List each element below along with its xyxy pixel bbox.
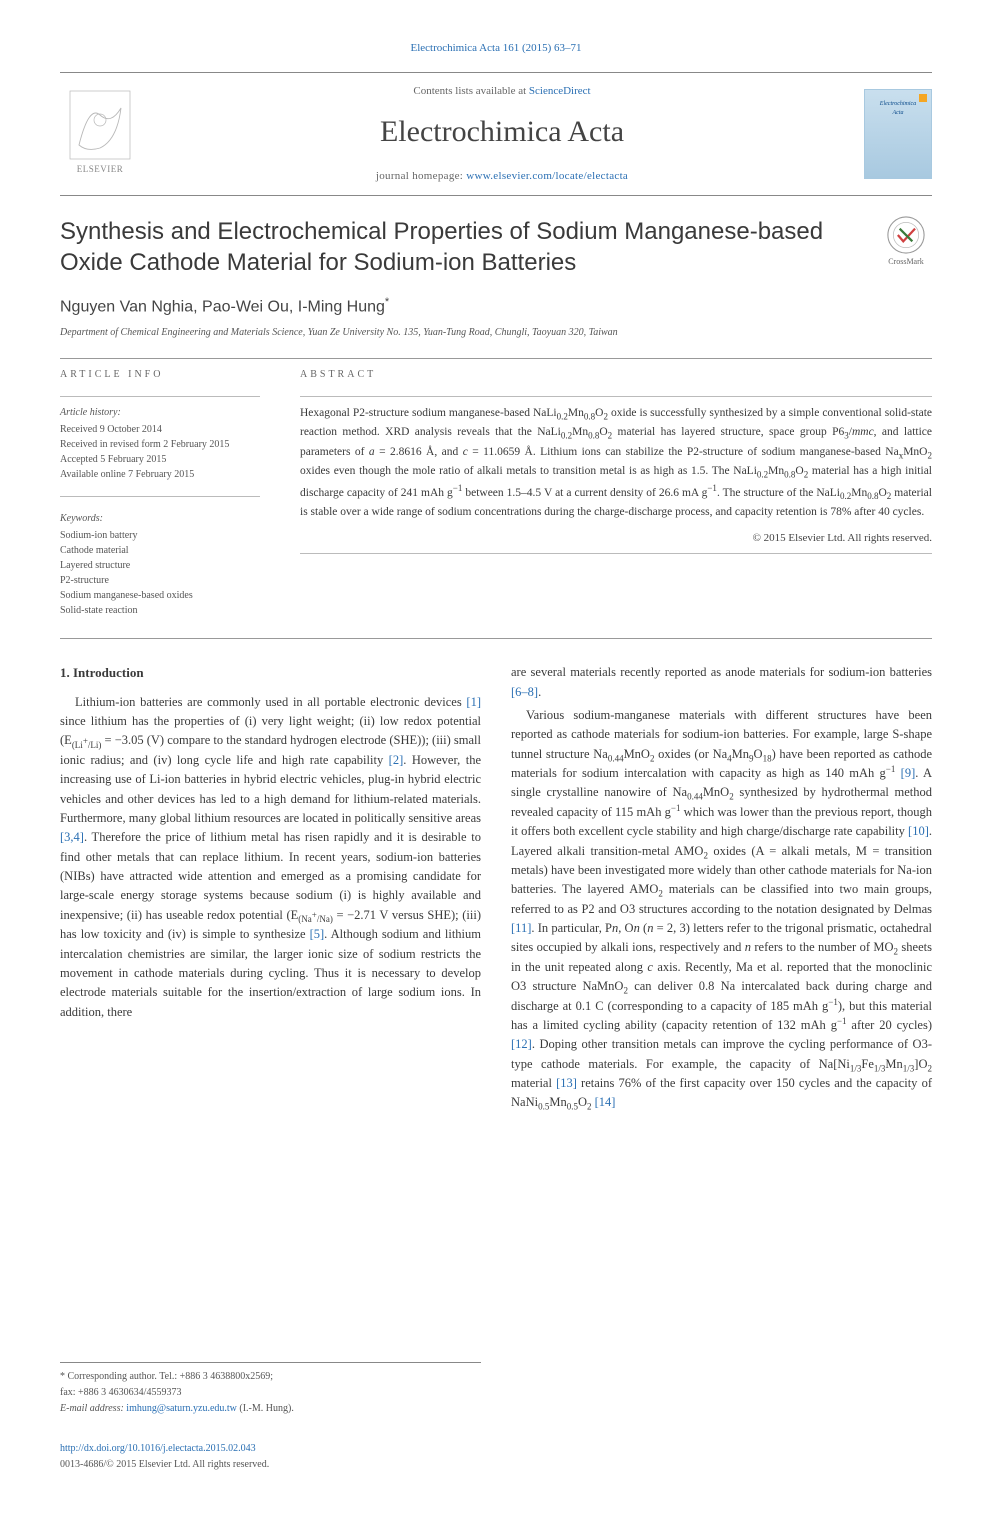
history-revised: Received in revised form 2 February 2015 [60,437,260,452]
keyword: Cathode material [60,543,260,558]
elsevier-logo: ELSEVIER [60,89,140,179]
corresponding-marker: * [385,296,389,308]
header-center: Contents lists available at ScienceDirec… [140,83,864,185]
keyword: P2-structure [60,573,260,588]
corresponding-author: * Corresponding author. Tel.: +886 3 463… [60,1369,481,1385]
journal-cover-thumbnail: Electrochimica Acta [864,89,932,179]
email-link[interactable]: imhung@saturn.yzu.edu.tw [126,1403,237,1414]
email-label: E-mail address: [60,1403,126,1414]
crossmark-label: CrossMark [888,256,924,268]
affiliation: Department of Chemical Engineering and M… [60,325,932,340]
history-online: Available online 7 February 2015 [60,467,260,482]
sciencedirect-link[interactable]: ScienceDirect [529,85,591,97]
email-name: (I.-M. Hung). [237,1403,294,1414]
cover-title: Electrochimica Acta [880,101,916,116]
journal-name: Electrochimica Acta [140,109,864,154]
contents-line: Contents lists available at ScienceDirec… [140,83,864,100]
homepage-pre: journal homepage: [376,170,466,182]
keywords-label: Keywords: [60,511,260,526]
contents-pre: Contents lists available at [413,85,528,97]
top-citation: Electrochimica Acta 161 (2015) 63–71 [60,40,932,57]
homepage-line: journal homepage: www.elsevier.com/locat… [140,168,864,185]
history-accepted: Accepted 5 February 2015 [60,452,260,467]
keyword: Layered structure [60,558,260,573]
history-received: Received 9 October 2014 [60,422,260,437]
abstract-label: ABSTRACT [300,367,932,382]
keyword: Solid-state reaction [60,603,260,618]
body-paragraph: Various sodium-manganese materials with … [511,706,932,1113]
footnote-block: * Corresponding author. Tel.: +886 3 463… [60,1362,481,1417]
keyword: Sodium-ion battery [60,528,260,543]
section-heading-intro: 1. Introduction [60,663,481,683]
homepage-link[interactable]: www.elsevier.com/locate/electacta [466,170,628,182]
article-info-label: ARTICLE INFO [60,367,260,382]
abstract-text: Hexagonal P2-structure sodium manganese-… [300,405,932,522]
elsevier-label: ELSEVIER [77,163,124,177]
crossmark-badge[interactable]: CrossMark [880,216,932,268]
body-paragraph: are several materials recently reported … [511,663,932,702]
journal-header: ELSEVIER Contents lists available at Sci… [60,72,932,196]
author-names: Nguyen Van Nghia, Pao-Wei Ou, I-Ming Hun… [60,298,385,315]
authors: Nguyen Van Nghia, Pao-Wei Ou, I-Ming Hun… [60,294,932,319]
doi-block: http://dx.doi.org/10.1016/j.electacta.20… [60,1441,932,1473]
email-line: E-mail address: imhung@saturn.yzu.edu.tw… [60,1401,481,1417]
abstract-copyright: © 2015 Elsevier Ltd. All rights reserved… [300,530,932,547]
issn-copyright: 0013-4686/© 2015 Elsevier Ltd. All right… [60,1459,269,1470]
article-title: Synthesis and Electrochemical Properties… [60,216,865,278]
doi-link[interactable]: http://dx.doi.org/10.1016/j.electacta.20… [60,1443,256,1454]
keyword: Sodium manganese-based oxides [60,588,260,603]
fax: fax: +886 3 4630634/4559373 [60,1385,481,1401]
history-label: Article history: [60,405,260,420]
citation-link[interactable]: Electrochimica Acta 161 (2015) 63–71 [410,42,581,54]
body-paragraph: Lithium-ion batteries are commonly used … [60,693,481,1022]
